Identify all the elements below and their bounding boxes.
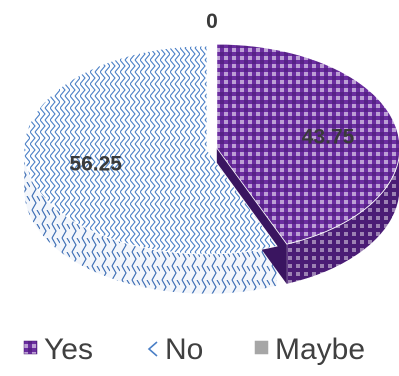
legend: Yes No Maybe (23, 333, 365, 366)
data-label-yes: 43.75 (302, 125, 355, 148)
legend-item-maybe: Maybe (254, 333, 365, 366)
legend-label-maybe: Maybe (275, 333, 365, 366)
pie-slices (23, 43, 399, 295)
data-label-no: 56.25 (69, 153, 122, 176)
legend-label-no: No (165, 333, 203, 366)
legend-item-no: No (147, 333, 203, 366)
data-label-maybe: 0 (206, 10, 218, 33)
legend-label-yes: Yes (44, 333, 93, 366)
legend-swatch-yes (23, 340, 38, 355)
legend-swatch-maybe (254, 340, 269, 355)
legend-item-yes: Yes (23, 333, 93, 366)
slice-yes-top (216, 43, 399, 245)
legend-swatch-no (147, 341, 158, 357)
data-labels: 43.75 56.25 0 (69, 10, 354, 176)
slice-no-top (23, 45, 278, 255)
